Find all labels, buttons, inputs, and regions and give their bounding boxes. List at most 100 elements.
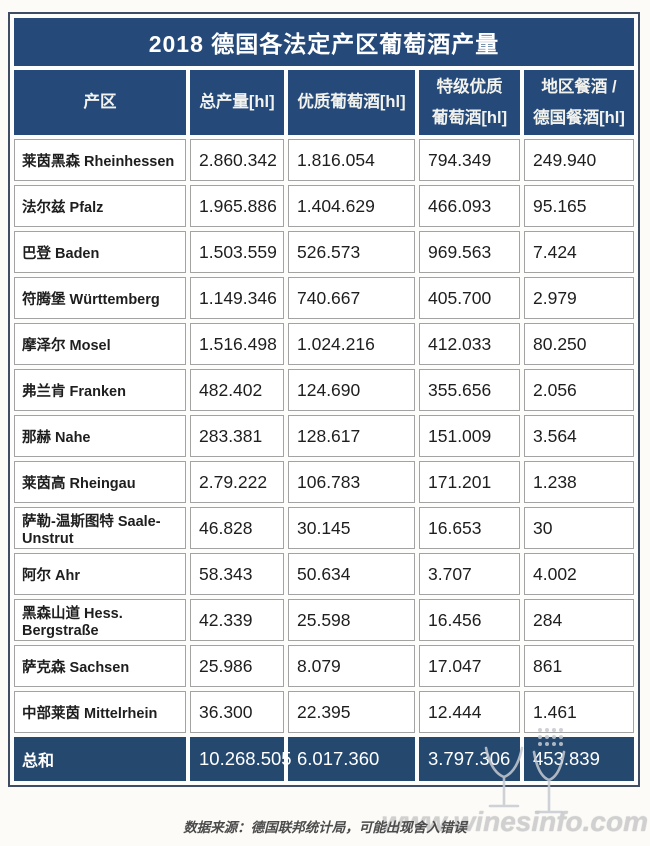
value-cell: 151.009 bbox=[419, 415, 520, 458]
table-row: 那赫 Nahe 283.381 128.617 151.009 3.564 bbox=[14, 415, 634, 458]
title-row: 2018 德国各法定产区葡萄酒产量 bbox=[14, 18, 634, 66]
value-cell: 46.828 bbox=[190, 507, 284, 550]
value-cell: 2.79.222 bbox=[190, 461, 284, 504]
table-row: 阿尔 Ahr 58.343 50.634 3.707 4.002 bbox=[14, 553, 634, 596]
value-cell: 482.402 bbox=[190, 369, 284, 412]
column-header-table-wine: 地区餐酒 / 德国餐酒[hl] bbox=[524, 70, 634, 136]
region-cell: 法尔兹 Pfalz bbox=[14, 185, 186, 228]
table-row: 黑森山道 Hess. Bergstraße 42.339 25.598 16.4… bbox=[14, 599, 634, 642]
column-header-label: 优质葡萄酒[hl] bbox=[297, 93, 406, 112]
total-value-cell: 3.797.306 bbox=[419, 737, 520, 782]
value-cell: 740.667 bbox=[288, 277, 415, 320]
value-cell: 283.381 bbox=[190, 415, 284, 458]
site-watermark: www.winesinfo.com bbox=[381, 806, 648, 837]
value-cell: 106.783 bbox=[288, 461, 415, 504]
value-cell: 794.349 bbox=[419, 139, 520, 182]
value-cell: 412.033 bbox=[419, 323, 520, 366]
region-cell: 萨勒-温斯图特 Saale-Unstrut bbox=[14, 507, 186, 550]
region-cell: 符腾堡 Württemberg bbox=[14, 277, 186, 320]
value-cell: 80.250 bbox=[524, 323, 634, 366]
total-label-cell: 总和 bbox=[14, 737, 186, 782]
value-cell: 22.395 bbox=[288, 691, 415, 734]
value-cell: 30.145 bbox=[288, 507, 415, 550]
table-row: 莱茵黑森 Rheinhessen 2.860.342 1.816.054 794… bbox=[14, 139, 634, 182]
value-cell: 36.300 bbox=[190, 691, 284, 734]
total-value-cell: 6.017.360 bbox=[288, 737, 415, 782]
value-cell: 50.634 bbox=[288, 553, 415, 596]
value-cell: 1.516.498 bbox=[190, 323, 284, 366]
column-header-region: 产区 bbox=[14, 70, 186, 136]
value-cell: 526.573 bbox=[288, 231, 415, 274]
column-header-label: 特级优质 bbox=[436, 78, 503, 96]
table-row: 萨勒-温斯图特 Saale-Unstrut 46.828 30.145 16.6… bbox=[14, 507, 634, 550]
value-cell: 1.503.559 bbox=[190, 231, 284, 274]
value-cell: 16.456 bbox=[419, 599, 520, 642]
region-cell: 摩泽尔 Mosel bbox=[14, 323, 186, 366]
column-header-total: 总产量[hl] bbox=[190, 70, 284, 136]
table-row: 萨克森 Sachsen 25.986 8.079 17.047 861 bbox=[14, 645, 634, 688]
column-header-quality-wine: 优质葡萄酒[hl] bbox=[288, 70, 415, 136]
value-cell: 1.149.346 bbox=[190, 277, 284, 320]
value-cell: 171.201 bbox=[419, 461, 520, 504]
value-cell: 1.404.629 bbox=[288, 185, 415, 228]
page-title: 2018 德国各法定产区葡萄酒产量 bbox=[14, 18, 634, 66]
value-cell: 969.563 bbox=[419, 231, 520, 274]
data-source-note: 数据来源：德国联邦统计局，可能出现舍入错误 bbox=[183, 820, 467, 835]
table-row: 法尔兹 Pfalz 1.965.886 1.404.629 466.093 95… bbox=[14, 185, 634, 228]
value-cell: 284 bbox=[524, 599, 634, 642]
region-cell: 巴登 Baden bbox=[14, 231, 186, 274]
region-cell: 萨克森 Sachsen bbox=[14, 645, 186, 688]
value-cell: 3.707 bbox=[419, 553, 520, 596]
value-cell: 466.093 bbox=[419, 185, 520, 228]
column-header-label: 总产量[hl] bbox=[199, 93, 275, 112]
table-row: 中部莱茵 Mittelrhein 36.300 22.395 12.444 1.… bbox=[14, 691, 634, 734]
region-cell: 弗兰肯 Franken bbox=[14, 369, 186, 412]
value-cell: 2.056 bbox=[524, 369, 634, 412]
wine-production-table: 2018 德国各法定产区葡萄酒产量 产区 总产量[hl] 优质葡萄酒[hl] 特… bbox=[8, 12, 640, 788]
value-cell: 1.238 bbox=[524, 461, 634, 504]
column-header-row: 产区 总产量[hl] 优质葡萄酒[hl] 特级优质 葡萄酒[hl] 地区餐酒 / 德… bbox=[14, 70, 634, 136]
table-row: 符腾堡 Württemberg 1.149.346 740.667 405.70… bbox=[14, 277, 634, 320]
region-cell: 莱茵高 Rheingau bbox=[14, 461, 186, 504]
value-cell: 124.690 bbox=[288, 369, 415, 412]
value-cell: 355.656 bbox=[419, 369, 520, 412]
total-value-cell: 10.268.505 bbox=[190, 737, 292, 782]
value-cell: 1.461 bbox=[524, 691, 634, 734]
column-header-premium-wine: 特级优质 葡萄酒[hl] bbox=[419, 70, 520, 136]
value-cell: 128.617 bbox=[288, 415, 415, 458]
value-cell: 3.564 bbox=[524, 415, 634, 458]
table-row: 弗兰肯 Franken 482.402 124.690 355.656 2.05… bbox=[14, 369, 634, 412]
value-cell: 1.816.054 bbox=[288, 139, 415, 182]
value-cell: 1.024.216 bbox=[288, 323, 415, 366]
column-header-label: 产区 bbox=[83, 93, 117, 112]
value-cell: 17.047 bbox=[419, 645, 520, 688]
region-cell: 中部莱茵 Mittelrhein bbox=[14, 691, 186, 734]
table-row: 巴登 Baden 1.503.559 526.573 969.563 7.424 bbox=[14, 231, 634, 274]
value-cell: 58.343 bbox=[190, 553, 284, 596]
region-cell: 黑森山道 Hess. Bergstraße bbox=[14, 599, 186, 642]
value-cell: 405.700 bbox=[419, 277, 520, 320]
value-cell: 4.002 bbox=[524, 553, 634, 596]
value-cell: 30 bbox=[524, 507, 634, 550]
value-cell: 25.986 bbox=[190, 645, 284, 688]
region-cell: 莱茵黑森 Rheinhessen bbox=[14, 139, 186, 182]
value-cell: 7.424 bbox=[524, 231, 634, 274]
value-cell: 1.965.886 bbox=[190, 185, 284, 228]
value-cell: 8.079 bbox=[288, 645, 415, 688]
data-table: 2018 德国各法定产区葡萄酒产量 产区 总产量[hl] 优质葡萄酒[hl] 特… bbox=[10, 14, 638, 785]
value-cell: 42.339 bbox=[190, 599, 284, 642]
value-cell: 2.860.342 bbox=[190, 139, 284, 182]
total-row: 总和 10.268.505 6.017.360 3.797.306 453.83… bbox=[14, 737, 634, 782]
value-cell: 2.979 bbox=[524, 277, 634, 320]
value-cell: 12.444 bbox=[419, 691, 520, 734]
region-cell: 那赫 Nahe bbox=[14, 415, 186, 458]
total-value-cell: 453.839 bbox=[524, 737, 634, 782]
table-row: 摩泽尔 Mosel 1.516.498 1.024.216 412.033 80… bbox=[14, 323, 634, 366]
value-cell: 249.940 bbox=[524, 139, 634, 182]
value-cell: 95.165 bbox=[524, 185, 634, 228]
table-row: 莱茵高 Rheingau 2.79.222 106.783 171.201 1.… bbox=[14, 461, 634, 504]
value-cell: 861 bbox=[524, 645, 634, 688]
value-cell: 16.653 bbox=[419, 507, 520, 550]
region-cell: 阿尔 Ahr bbox=[14, 553, 186, 596]
value-cell: 25.598 bbox=[288, 599, 415, 642]
